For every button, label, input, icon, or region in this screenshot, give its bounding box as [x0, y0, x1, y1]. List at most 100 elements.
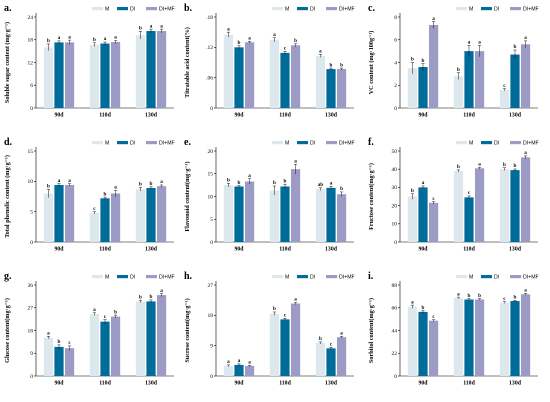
panel-4-bar-DI-110d: [100, 198, 110, 242]
panel-2-ytick-label-0: 0: [210, 106, 213, 112]
panel-8-letter: h.: [184, 271, 193, 282]
panel-3-siglabel-M-130d: c: [503, 83, 506, 89]
panel-6-xtick-0: 90d: [418, 247, 428, 253]
panel-5-xtick-2: 130d: [325, 247, 338, 253]
panel-6-bar-DI-130d: [510, 170, 520, 242]
panel-4-siglabel-M-90d: b: [47, 183, 50, 189]
panel-6-ylabel: Fructose content(mg·g⁻¹): [368, 163, 375, 230]
panel-3-legend-swatch-0: [456, 7, 467, 11]
panel-1-xtick-2: 130d: [145, 113, 158, 119]
panel-2-siglabel-DI+MF-130d: b: [340, 62, 343, 68]
panel-2-siglabel-M-110d: a: [273, 32, 276, 38]
panel-5-siglabel-DI-110d: b: [284, 178, 287, 184]
panel-8-siglabel-M-90d: a: [227, 359, 230, 365]
panel-5-ytick-label-2: 10: [208, 194, 214, 200]
panel-1-xtick-1: 110d: [99, 113, 111, 119]
panel-4-bar-M-110d: [89, 212, 100, 242]
panel-1-siglabel-DI-110d: a: [104, 36, 107, 42]
panel-5-bar-DI-130d: [326, 187, 336, 242]
panel-1-ytick-label-4: 24: [28, 15, 34, 21]
panel-7-ytick-label-3: 27: [28, 306, 34, 312]
panel-1-bar-DI+MF-110d: [110, 42, 121, 108]
panel-1-siglabel-DI+MF-130d: a: [160, 23, 163, 29]
panel-2-legend-swatch-0: [272, 7, 283, 11]
panel-5-xtick-1: 110d: [279, 247, 291, 253]
panel-5-bar-DI+MF-110d: [290, 169, 301, 242]
panel-2-siglabel-DI-130d: b: [330, 62, 333, 68]
panel-7-siglabel-M-130d: b: [139, 294, 142, 300]
panel-9-siglabel-DI-90d: b: [422, 305, 425, 311]
panel-1-bar-DI-110d: [100, 43, 110, 108]
panel-3-legend-label-2: DI+MF: [523, 6, 539, 12]
panel-8-ytick-label-2: 18: [208, 313, 214, 319]
panel-7-siglabel-DI-130d: b: [150, 294, 153, 300]
panel-5-bar-M-90d: [223, 185, 234, 242]
panel-7-bar-M-110d: [89, 314, 100, 376]
panel-7-bar-DI-110d: [100, 321, 110, 376]
panel-1-siglabel-M-130d: b: [139, 26, 142, 32]
panel-9-bar-M-110d: [453, 297, 464, 376]
panel-6-legend-swatch-0: [456, 141, 467, 145]
panel-9-siglabel-DI+MF-110d: b: [478, 293, 481, 299]
panel-5-siglabel-DI-130d: a: [330, 181, 333, 187]
panel-2-bar-M-110d: [269, 39, 280, 108]
panel-4-legend-label-1: DI: [130, 140, 135, 146]
panel-5-bar-DI-90d: [234, 186, 244, 242]
panel-7-legend-swatch-0: [92, 275, 103, 279]
panel-6-siglabel-M-130d: b: [503, 162, 506, 168]
panel-9-ytick-label-0: 0: [394, 374, 397, 380]
panel-9-siglabel-M-90d: a: [411, 299, 414, 305]
panel-9-legend-label-0: M: [469, 274, 473, 280]
panel-6-ytick-label-5: 50: [392, 149, 398, 155]
panel-2-siglabel-DI+MF-110d: b: [294, 38, 297, 44]
panel-6-ytick-label-2: 20: [392, 203, 398, 209]
panel-4-ytick-label-0: 0: [30, 240, 33, 246]
panel-9-xtick-2: 130d: [509, 381, 522, 387]
panel-6-legend-swatch-1: [481, 141, 492, 145]
panel-5-letter: e.: [184, 137, 191, 148]
panel-5-legend-swatch-0: [272, 141, 283, 145]
panel-3-siglabel-M-90d: b: [411, 57, 414, 63]
panel-6-siglabel-DI-130d: b: [514, 163, 517, 169]
panel-8-xtick-1: 110d: [279, 381, 291, 387]
panel-5-legend-label-0: M: [285, 140, 289, 146]
panel-3-bar-M-130d: [499, 89, 510, 108]
panel-7: g. Glucose content(mg·g⁻¹) 0 9 18 27 36 a b c 90d a…: [4, 271, 175, 387]
panel-6-legend-label-0: M: [469, 140, 473, 146]
panel-6-siglabel-DI+MF-130d: a: [524, 150, 527, 156]
panel-4-ylabel: Total phenolic content (mg·g⁻¹): [4, 155, 11, 238]
panel-8-bar-DI+MF-110d: [290, 303, 301, 376]
panel-1-bar-DI-90d: [54, 42, 64, 108]
panel-3-siglabel-DI-110d: a: [468, 40, 471, 46]
panel-2-xtick-1: 110d: [279, 113, 291, 119]
panel-6-letter: f.: [368, 137, 374, 148]
panel-7-xtick-1: 110d: [99, 381, 111, 387]
panel-2-ytick-label-3: .18: [206, 15, 213, 21]
panel-4-siglabel-M-110d: c: [93, 206, 96, 212]
panel-4-siglabel-DI+MF-110d: a: [114, 185, 117, 191]
panel-2-bar-DI-110d: [280, 52, 290, 108]
panel-9-bar-DI-110d: [464, 299, 474, 376]
panel-3-xtick-0: 90d: [418, 113, 428, 119]
panel-3-legend-swatch-2: [510, 7, 521, 11]
panel-7-legend-label-2: DI+MF: [159, 274, 175, 280]
panel-4-ytick-label-3: 15: [28, 149, 34, 155]
panel-8-legend-swatch-2: [326, 275, 337, 279]
panel-9-siglabel-DI+MF-90d: c: [432, 314, 435, 320]
panel-9-siglabel-M-110d: a: [457, 291, 460, 297]
panel-3-siglabel-DI-130d: b: [514, 44, 517, 50]
panel-9-letter: i.: [368, 271, 374, 282]
panel-1-legend-swatch-0: [92, 7, 103, 11]
panel-3-bar-DI+MF-110d: [474, 51, 485, 108]
panel-6-legend-swatch-2: [510, 141, 521, 145]
panel-1-siglabel-M-110d: b: [93, 37, 96, 43]
panel-6-bar-DI+MF-90d: [428, 202, 439, 242]
panel-3-bar-DI+MF-130d: [520, 44, 531, 108]
panel-7-bar-M-130d: [135, 301, 146, 376]
panel-3-ytick-label-4: 8: [394, 15, 397, 21]
panel-8-bar-M-90d: [223, 365, 234, 376]
panel-8-ytick-label-3: 27: [208, 283, 214, 289]
panel-4-siglabel-DI+MF-90d: a: [68, 178, 71, 184]
panel-4-siglabel-M-130d: b: [139, 182, 142, 188]
